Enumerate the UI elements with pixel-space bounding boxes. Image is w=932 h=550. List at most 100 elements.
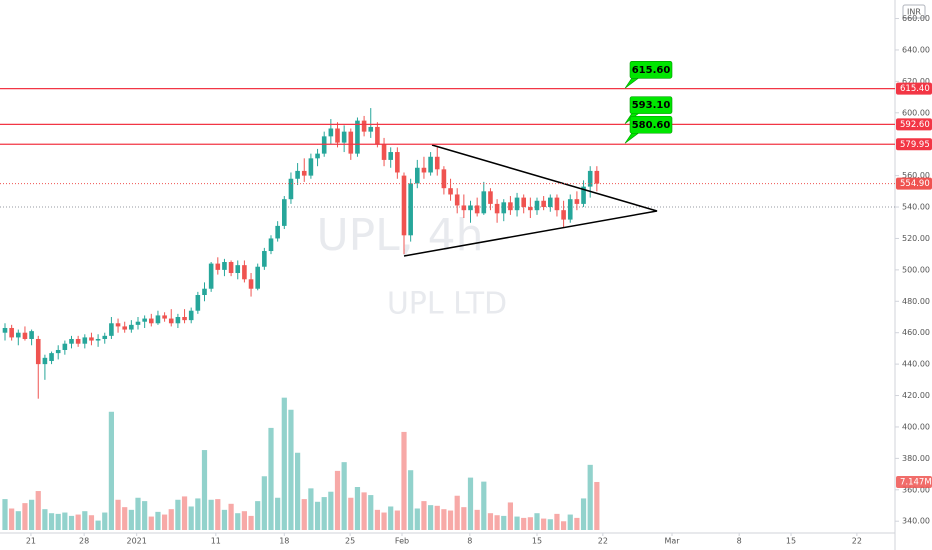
volume-bar [501,515,507,530]
candle-body [69,338,74,344]
x-tick-label: 28 [79,537,89,546]
volume-bar [75,514,81,530]
x-tick-label: 15 [532,537,542,546]
candle-body [215,263,221,270]
volume-bar [115,499,121,530]
candle-body [22,332,28,339]
volume-bar [594,481,600,530]
candle-body [248,279,254,289]
volume-bar [268,427,274,530]
candle-body [574,199,580,204]
volume-bar [494,515,500,530]
volume-bar [441,509,447,530]
x-tick-label: 8 [737,537,742,546]
candle-body [175,316,181,324]
candle-body [155,315,161,324]
candle-body [494,203,500,214]
candle-body [109,323,114,336]
volume-bar [507,502,513,530]
candle-body [75,338,81,344]
candle-body [468,205,473,211]
candle-body [142,318,147,322]
volume-bar [454,495,460,530]
candle-body [202,288,207,296]
candle-body [315,153,320,159]
candle-body [501,202,507,214]
candle-body [295,170,300,179]
candle-body [421,167,427,173]
callout-box [629,115,673,134]
volume-bar [108,411,114,530]
volume-bar [261,476,267,530]
last-volume-tag [896,475,932,488]
volume-bar [561,521,567,530]
volume-bar [314,501,321,530]
volume-bar [361,492,367,530]
level-label: 592.60 [900,120,930,130]
volume-bar [321,497,327,530]
y-tick-label: 480.00 [902,297,930,306]
candle-body [361,120,367,132]
y-tick-label: 640.00 [902,45,930,54]
candle-body [474,205,480,214]
volume-bar [248,515,254,530]
candle-body [328,128,334,137]
candle-body [95,338,101,341]
volume-bar [408,470,414,530]
candle-body [368,126,374,132]
volume-bar [208,499,214,530]
candle-body [242,265,247,280]
volume-bar [22,503,28,530]
volume-bar [527,517,533,530]
candle-body [208,263,214,289]
candle-body [29,331,34,339]
volume-bar [95,520,101,530]
candle-body [162,315,167,319]
candle-body [195,295,201,311]
candle-body [408,183,413,236]
level-tag [896,138,932,151]
volume-bar [168,509,174,530]
volume-bar [148,516,154,530]
volume-bar [62,512,68,530]
candle-body [401,175,407,236]
y-tick-label: 520.00 [902,234,930,243]
volume-bar [574,517,580,530]
candle-body [2,327,8,333]
volume-bar [181,496,188,530]
candle-body [49,353,54,361]
volume-bar [374,509,380,530]
candle-body [434,156,440,170]
y-tick-label: 540.00 [902,203,930,212]
volume-bar [9,508,15,530]
volume-bar [481,481,487,530]
x-tick-label: Mar [664,537,680,546]
volume-bar [368,495,374,530]
volume-bar [55,513,61,530]
volume-bar [221,509,228,530]
candle-body [461,205,467,211]
x-tick-label: 8 [467,537,472,546]
candle-body [481,191,487,214]
volume-bar [162,514,168,530]
currency: INR [907,8,921,17]
volume-bar [447,510,454,530]
y-tick-label: 500.00 [902,265,930,274]
volume-bar [135,497,141,530]
level-label: 615.40 [900,84,930,94]
volume-bar [42,509,48,530]
candle-body [375,126,380,145]
candle-body [82,337,88,344]
callout-label: 615.60 [632,65,671,76]
volume-bar [142,501,148,530]
candle-body [388,152,393,160]
candle-body [16,332,21,338]
volume-bar [487,513,494,530]
candle-body [587,170,593,187]
volume-bar [461,507,467,530]
candle-body [55,349,61,354]
y-tick-label: 360.00 [902,485,930,494]
candle-body [441,169,447,189]
candle-body [508,202,513,211]
